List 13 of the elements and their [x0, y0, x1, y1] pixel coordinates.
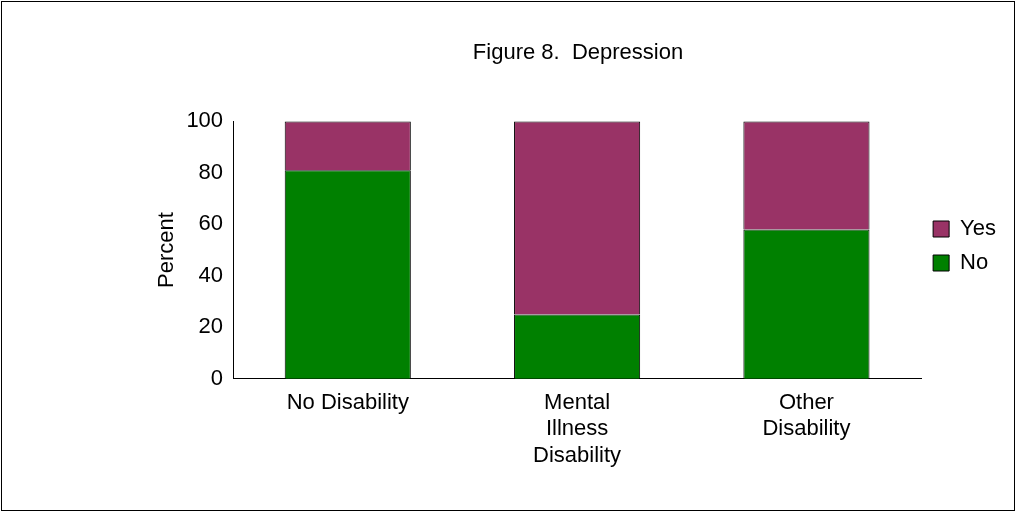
y-tick-label: 60 [198, 210, 224, 236]
chart-title: Figure 8. Depression [472, 39, 684, 65]
y-tick-label: 80 [198, 158, 224, 184]
y-axis-title: Percent [153, 212, 179, 289]
y-tick-label: 100 [186, 107, 224, 133]
x-tick-label: Mental Illness Disability [533, 389, 622, 467]
y-tick-label: 40 [198, 261, 224, 287]
legend-label: No [960, 249, 989, 275]
x-tick-label: Other Disability [762, 389, 851, 441]
y-tick-label: 20 [198, 313, 224, 339]
y-tick-label: 0 [210, 364, 224, 390]
x-tick-label: No Disability [286, 389, 409, 415]
legend-label: Yes [960, 215, 996, 241]
